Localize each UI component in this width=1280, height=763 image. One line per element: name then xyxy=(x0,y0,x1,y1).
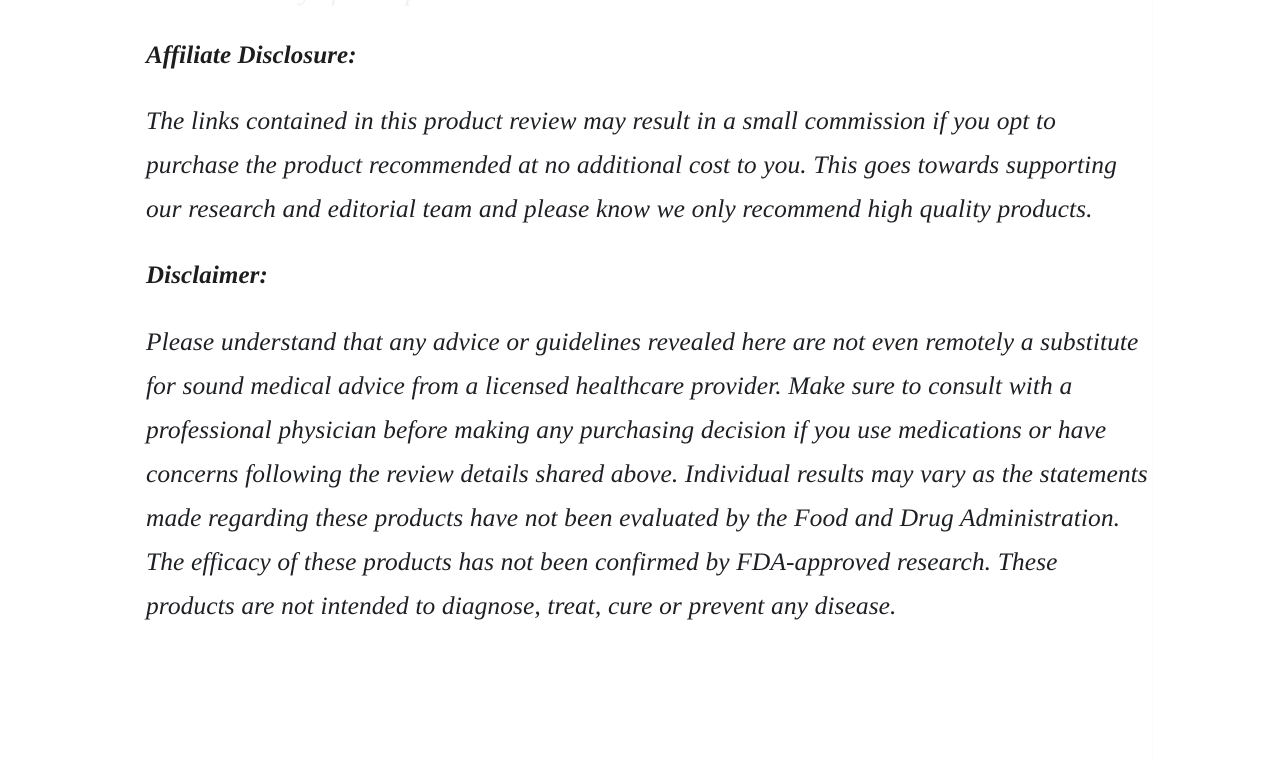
disclaimer-paragraph: Please understand that any advice or gui… xyxy=(146,327,1148,620)
affiliate-disclosure-heading: Affiliate Disclosure: xyxy=(146,42,357,69)
affiliate-disclosure-paragraph: The links contained in this product revi… xyxy=(146,106,1117,223)
article-body: recommend any of these products Affiliat… xyxy=(146,0,1152,628)
content-column-rule xyxy=(1152,0,1153,763)
disclaimer-heading: Disclaimer: xyxy=(146,262,268,289)
clipped-previous-line-text: recommend any of these products xyxy=(146,0,497,14)
clipped-previous-line: recommend any of these products xyxy=(146,0,1152,14)
